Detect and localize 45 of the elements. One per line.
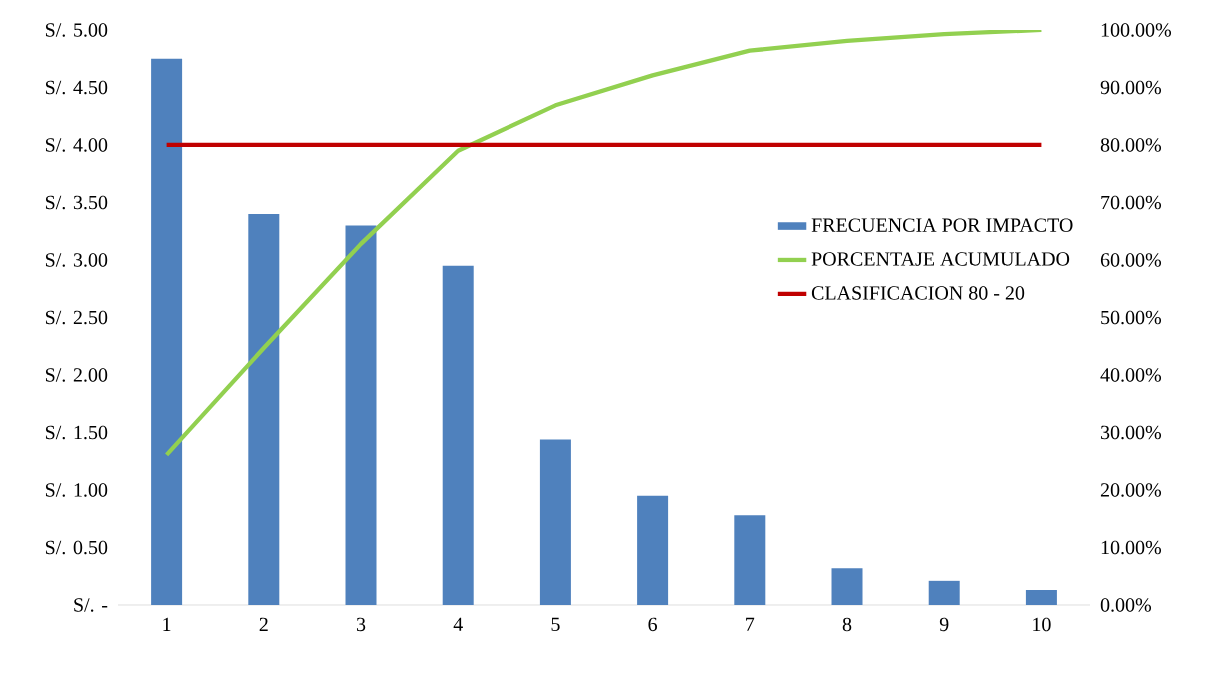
x-tick-label: 3: [356, 617, 366, 632]
y2-tick-label: 80.00%: [1100, 138, 1162, 152]
y-tick-label: S/. 4.50: [45, 80, 108, 95]
y-tick-label: S/. 3.50: [45, 195, 108, 210]
legend-label: CLASIFICACION 80 - 20: [811, 286, 1025, 300]
bar: [1025, 590, 1057, 605]
y-tick-label: S/. 1.00: [45, 483, 108, 497]
bar: [442, 265, 474, 605]
bar: [345, 225, 377, 605]
x-tick-label: 4: [453, 617, 463, 631]
y-tick-label: S/. 4.00: [45, 138, 108, 152]
x-tick-label: 9: [939, 617, 949, 632]
y-tick-label: S/. 3.00: [45, 253, 108, 267]
y2-tick-label: 10.00%: [1101, 540, 1162, 555]
bar: [734, 515, 766, 605]
y-tick-label: S/. 5.00: [45, 23, 108, 37]
bar: [831, 568, 863, 605]
y2-tick-label: 40.00%: [1100, 368, 1162, 382]
y-tick-label: S/. 0.50: [45, 540, 108, 555]
bar: [248, 213, 280, 605]
x-tick-label: 10: [1033, 617, 1051, 632]
legend-label: FRECUENCIA POR IMPACTO: [811, 218, 1073, 232]
x-tick-label: 7: [746, 617, 755, 631]
y-tick-label: S/. 2.50: [45, 310, 108, 325]
y2-tick-label: 30.00%: [1101, 425, 1162, 440]
x-tick-label: 8: [842, 617, 852, 632]
bar: [151, 58, 183, 605]
bar: [539, 439, 571, 605]
y2-tick-label: 70.00%: [1101, 195, 1162, 210]
x-tick-label: 5: [551, 617, 560, 631]
y2-tick-label: 60.00%: [1100, 253, 1162, 267]
x-tick-label: 2: [259, 617, 268, 631]
y2-tick-label: 50.00%: [1101, 310, 1162, 325]
y2-tick-label: 20.00%: [1100, 483, 1162, 497]
x-tick-label: 6: [648, 617, 658, 632]
bar: [637, 495, 669, 605]
y-tick-label: S/. -: [74, 598, 108, 612]
y2-tick-label: 0.00%: [1100, 598, 1152, 612]
y-tick-label: S/. 1.50: [45, 425, 108, 440]
bar: [928, 580, 960, 605]
y2-tick-label: 100.00%: [1101, 23, 1172, 37]
y2-tick-label: 90.00%: [1100, 80, 1162, 95]
legend-label: PORCENTAJE ACUMULADO: [811, 252, 1070, 266]
y-tick-label: S/. 2.00: [45, 368, 108, 382]
x-tick-label: 1: [163, 617, 171, 631]
